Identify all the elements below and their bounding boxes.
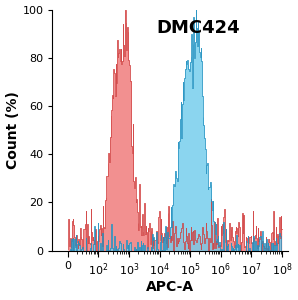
X-axis label: APC-A: APC-A xyxy=(146,280,194,294)
Y-axis label: Count (%): Count (%) xyxy=(6,91,20,169)
Text: DMC424: DMC424 xyxy=(157,19,240,37)
